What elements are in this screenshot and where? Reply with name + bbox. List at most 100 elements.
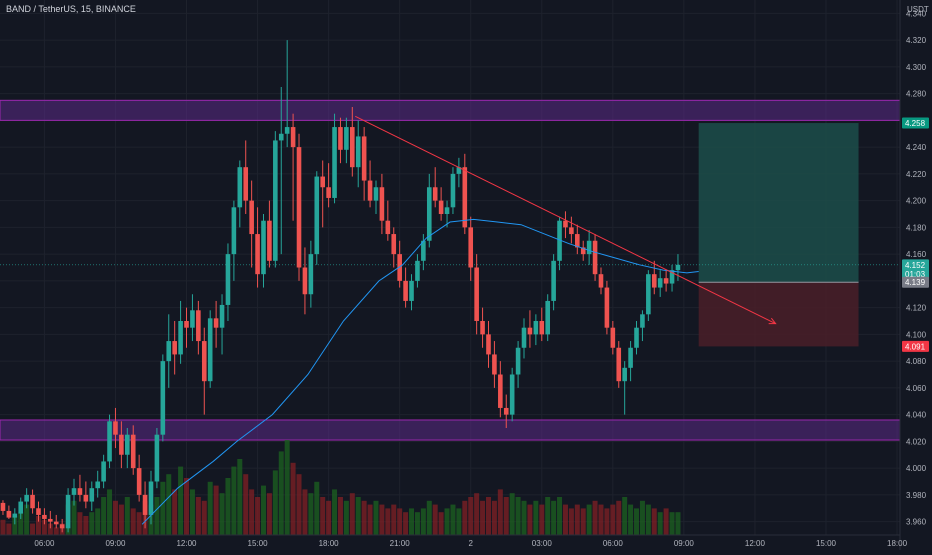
candle-body (403, 280, 408, 301)
volume-bar (41, 519, 47, 535)
candle-body (379, 187, 385, 221)
price-label: 4.258 (905, 119, 926, 128)
volume-bar (30, 523, 36, 535)
candle-body (604, 287, 610, 328)
candle-body (107, 421, 112, 462)
candle-body (314, 176, 320, 255)
y-tick-label: 4.180 (906, 223, 927, 232)
volume-bar (616, 500, 622, 535)
volume-bar (166, 474, 172, 535)
volume-bar (172, 489, 178, 535)
y-tick-label: 4.280 (906, 90, 927, 99)
volume-bar (47, 523, 53, 535)
candle-body (172, 341, 177, 355)
x-tick-label: 21:00 (390, 539, 411, 548)
candle-body (646, 274, 651, 315)
volume-bar (249, 489, 255, 535)
candle-body (361, 136, 367, 181)
volume-bar (71, 500, 77, 535)
volume-bar (260, 485, 266, 535)
volume-bar (562, 504, 568, 535)
candle-body (6, 510, 12, 518)
volume-bar (136, 512, 142, 535)
candle-body (95, 481, 100, 489)
x-tick-label: 12:00 (745, 539, 766, 548)
y-tick-label: 4.080 (906, 357, 927, 366)
candle-body (462, 167, 468, 228)
candle-body (225, 254, 231, 305)
volume-bar (586, 504, 592, 535)
x-tick-label: 15:00 (816, 539, 837, 548)
y-tick-label: 4.040 (906, 411, 927, 420)
volume-bar (35, 516, 41, 535)
stop-zone (698, 282, 859, 347)
volume-bar (409, 508, 415, 535)
price-label-bg (902, 340, 929, 352)
volume-bar (266, 493, 272, 535)
candle-body (373, 187, 379, 201)
y-tick-label: 4.160 (906, 250, 927, 259)
volume-bar (485, 497, 491, 535)
volume-bar (343, 500, 349, 535)
volume-bar (521, 500, 527, 535)
trendline-arrow (768, 317, 777, 325)
volume-bar (107, 489, 113, 535)
y-tick-label: 4.020 (906, 437, 927, 446)
volume-bar (184, 478, 190, 535)
candle-body (53, 521, 59, 525)
volume-bar (195, 497, 201, 535)
price-label-bg (902, 259, 929, 280)
currency-label[interactable]: USDT (907, 5, 929, 14)
volume-bar (432, 504, 438, 535)
candle-body (486, 334, 491, 355)
volume-bar (308, 493, 314, 535)
candle-body (113, 421, 118, 435)
candle-body (308, 254, 314, 295)
volume-bar (95, 508, 101, 535)
volume-bar (237, 459, 243, 535)
volume-bar (468, 497, 474, 535)
target-zone (698, 123, 859, 283)
y-tick-label: 4.340 (906, 9, 927, 18)
candle-body (196, 310, 201, 342)
volume-bar (628, 504, 634, 535)
candle-body (89, 488, 95, 502)
x-tick-label: 09:00 (674, 539, 695, 548)
symbol-title[interactable]: BAND / TetherUS, 15, BINANCE (6, 4, 136, 14)
candle-body (509, 374, 515, 415)
volume-bar (533, 500, 539, 535)
moving-average-line (141, 218, 699, 525)
candle-body (450, 173, 456, 208)
volume-bar (213, 485, 219, 535)
volume-bar (337, 497, 343, 535)
volume-bar (349, 493, 355, 535)
candle-body (0, 502, 6, 511)
y-tick-label: 4.300 (906, 63, 927, 72)
volume-bar (53, 527, 59, 535)
volume-bar (503, 497, 509, 535)
candle-body (83, 494, 89, 502)
volume-bar (320, 497, 326, 535)
candle-body (598, 274, 604, 288)
volume-bar (645, 504, 651, 535)
volume-bar (243, 474, 249, 535)
volume-bar (574, 504, 580, 535)
volume-bar (296, 474, 302, 535)
candle-body (136, 468, 142, 495)
candle-body (278, 133, 284, 141)
candle-body (284, 127, 290, 134)
candle-body (492, 354, 497, 375)
candle-body (213, 318, 219, 328)
candle-body (474, 267, 479, 321)
x-tick-label: 03:00 (532, 539, 553, 548)
support-resistance-zone (0, 99, 901, 121)
y-tick-label: 4.320 (906, 36, 927, 45)
volume-bar (272, 470, 278, 535)
candle-body (148, 481, 154, 515)
y-tick-label: 4.100 (906, 330, 927, 339)
candle-body (456, 167, 462, 174)
volume-bar (178, 466, 184, 535)
volume-bar (207, 481, 213, 535)
candle-body (302, 267, 308, 295)
